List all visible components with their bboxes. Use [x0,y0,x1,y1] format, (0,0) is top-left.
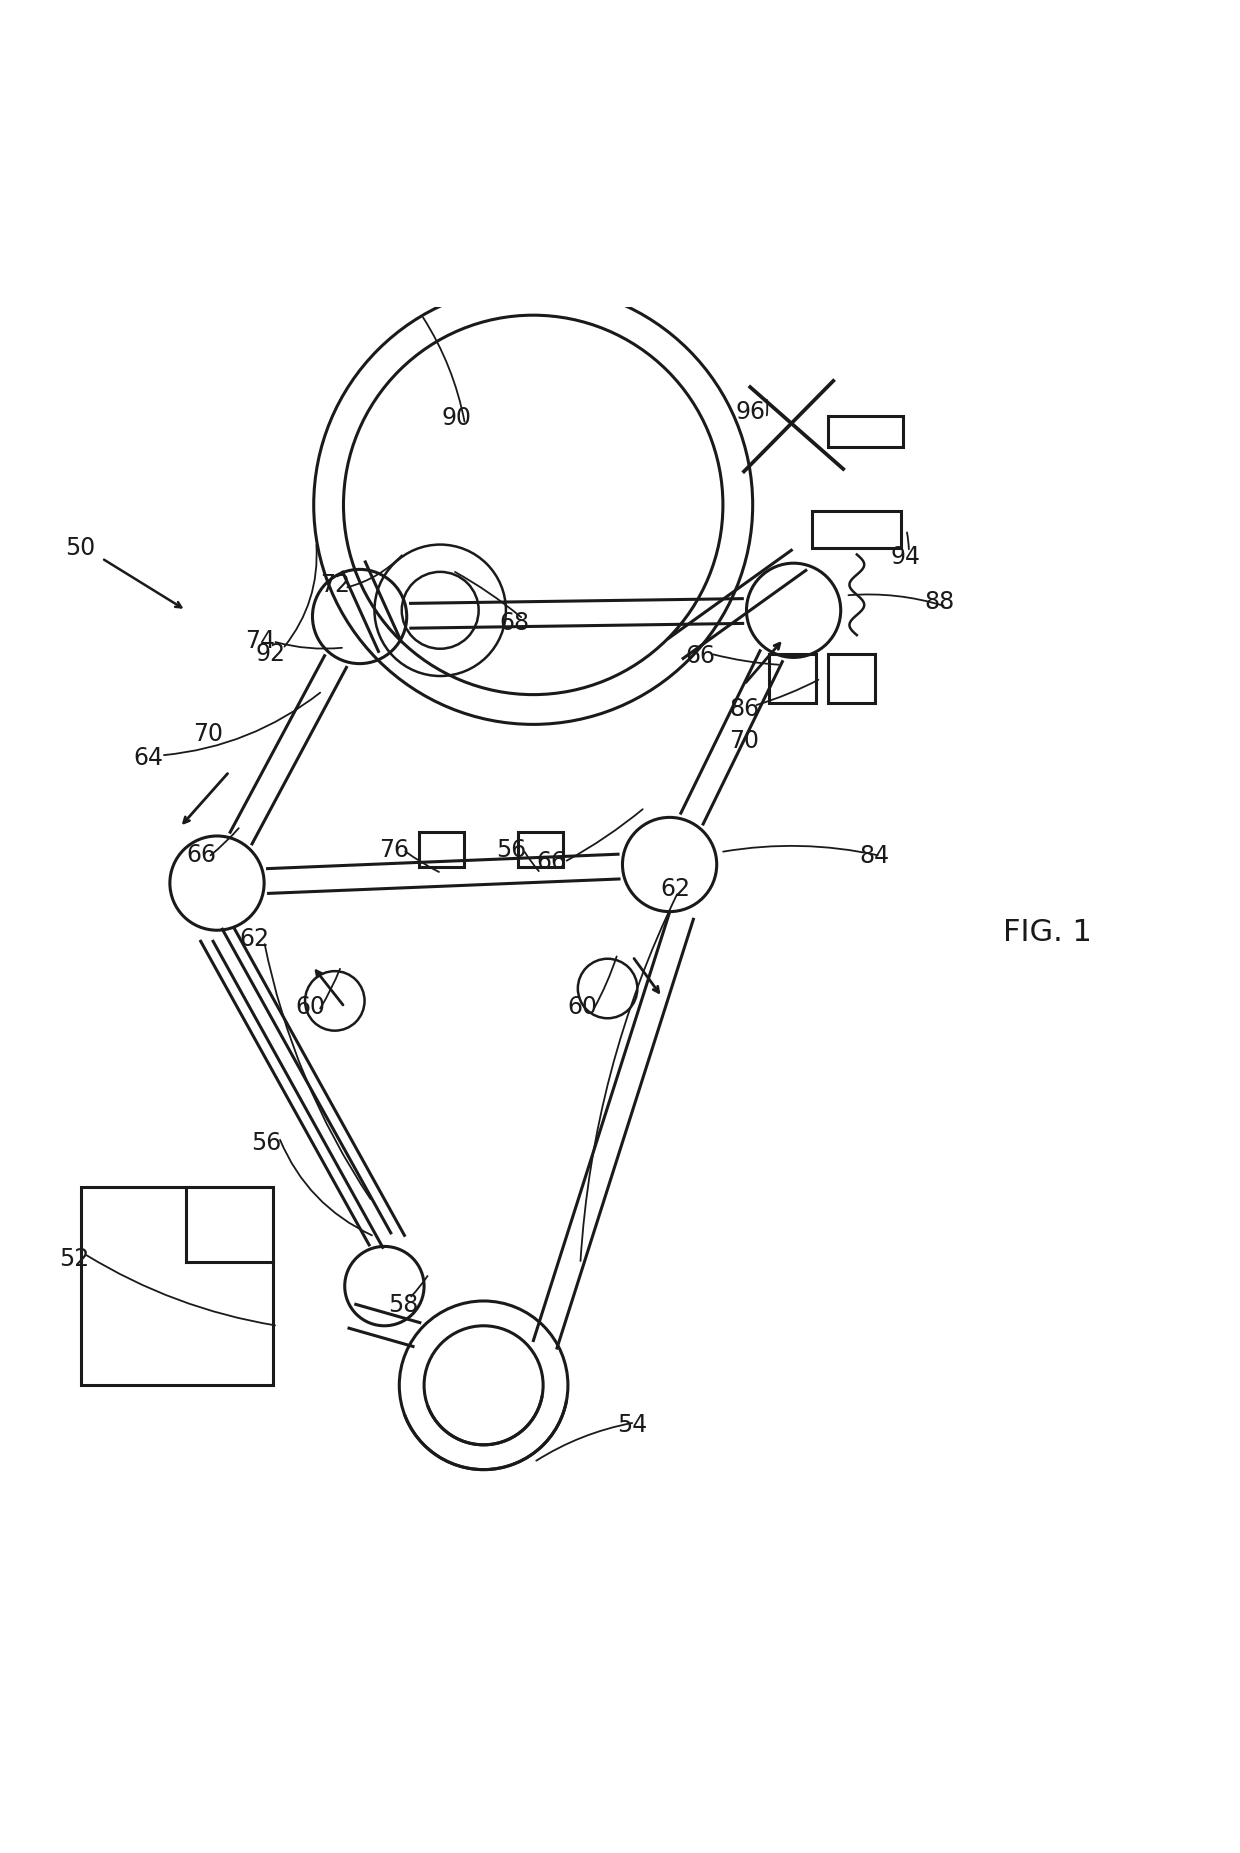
Text: 70: 70 [193,723,223,747]
Bar [812,511,901,548]
Text: 56: 56 [252,1132,281,1156]
Text: 50: 50 [66,536,95,560]
Text: 92: 92 [255,641,285,665]
Bar [769,654,816,704]
Text: 66: 66 [686,645,715,669]
Bar [828,654,875,704]
Text: 58: 58 [388,1293,418,1317]
Text: 62: 62 [239,926,269,951]
Text: 66: 66 [186,843,216,867]
Text: 72: 72 [320,573,350,597]
Text: 94: 94 [890,545,920,569]
Text: 62: 62 [661,876,691,901]
Text: 96: 96 [735,400,765,424]
Text: 64: 64 [134,747,164,769]
Text: 66: 66 [537,851,567,875]
Text: FIG. 1: FIG. 1 [1003,919,1092,947]
Text: 90: 90 [441,406,471,430]
Bar [81,1188,273,1386]
Text: 52: 52 [60,1247,89,1271]
Text: 56: 56 [496,838,526,862]
Text: 84: 84 [859,843,889,867]
Text: 68: 68 [500,611,529,636]
Text: 74: 74 [246,630,275,654]
Text: 60: 60 [568,995,598,1019]
Text: 76: 76 [379,838,409,862]
Bar [828,415,903,447]
Text: 88: 88 [925,589,955,613]
Text: 86: 86 [729,697,759,721]
Text: 54: 54 [618,1414,647,1436]
Bar [419,832,464,867]
Bar [518,832,563,867]
Text: 60: 60 [295,995,325,1019]
Text: 70: 70 [729,728,759,752]
